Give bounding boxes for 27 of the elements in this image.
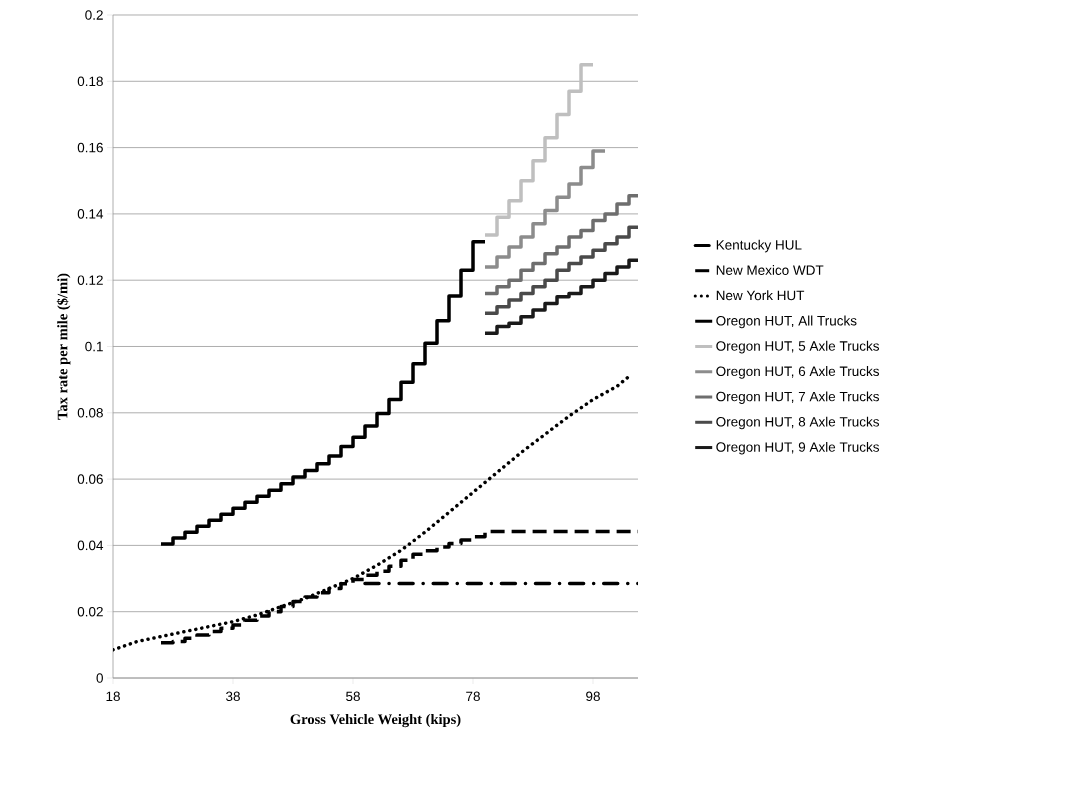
y-tick-label: 0.16 xyxy=(77,142,103,153)
x-tick-label: 38 xyxy=(226,691,240,702)
x-tick-label: 98 xyxy=(586,691,600,702)
legend-label: Oregon HUT, 8 Axle Trucks xyxy=(716,416,880,430)
y-tick-label: 0 xyxy=(96,673,103,683)
y-tick-label: 0.02 xyxy=(77,606,103,617)
legend-label: Oregon HUT, 6 Axle Trucks xyxy=(716,366,880,379)
legend-label: Kentucky HUL xyxy=(716,239,802,253)
y-tick-label: 0.1 xyxy=(85,341,103,352)
legend-label: Oregon HUT, 5 Axle Trucks xyxy=(716,340,880,354)
y-tick-label: 0.2 xyxy=(85,10,103,20)
y-tick-label: 0.18 xyxy=(77,76,103,87)
legend-label: New Mexico WDT xyxy=(716,265,824,275)
y-tick-label: 0.12 xyxy=(77,275,103,285)
y-axis-title: Tax rate per mile ($/mi) xyxy=(56,273,71,420)
y-tick-label: 0.04 xyxy=(77,540,104,551)
legend-label: New York HUT xyxy=(716,290,805,301)
x-axis-title: Gross Vehicle Weight (kips) xyxy=(290,713,461,728)
x-tick-label: 18 xyxy=(106,691,120,702)
y-tick-label: 0.14 xyxy=(77,209,104,219)
y-tick-label: 0.08 xyxy=(77,408,103,418)
legend-label: Oregon HUT, All Trucks xyxy=(716,315,857,329)
x-tick-label: 58 xyxy=(346,691,360,702)
x-tick-label: 78 xyxy=(466,691,480,702)
y-tick-label: 0.06 xyxy=(77,474,103,484)
legend-label: Oregon HUT, 9 Axle Trucks xyxy=(716,441,880,455)
legend-label: Oregon HUT, 7 Axle Trucks xyxy=(716,391,880,404)
